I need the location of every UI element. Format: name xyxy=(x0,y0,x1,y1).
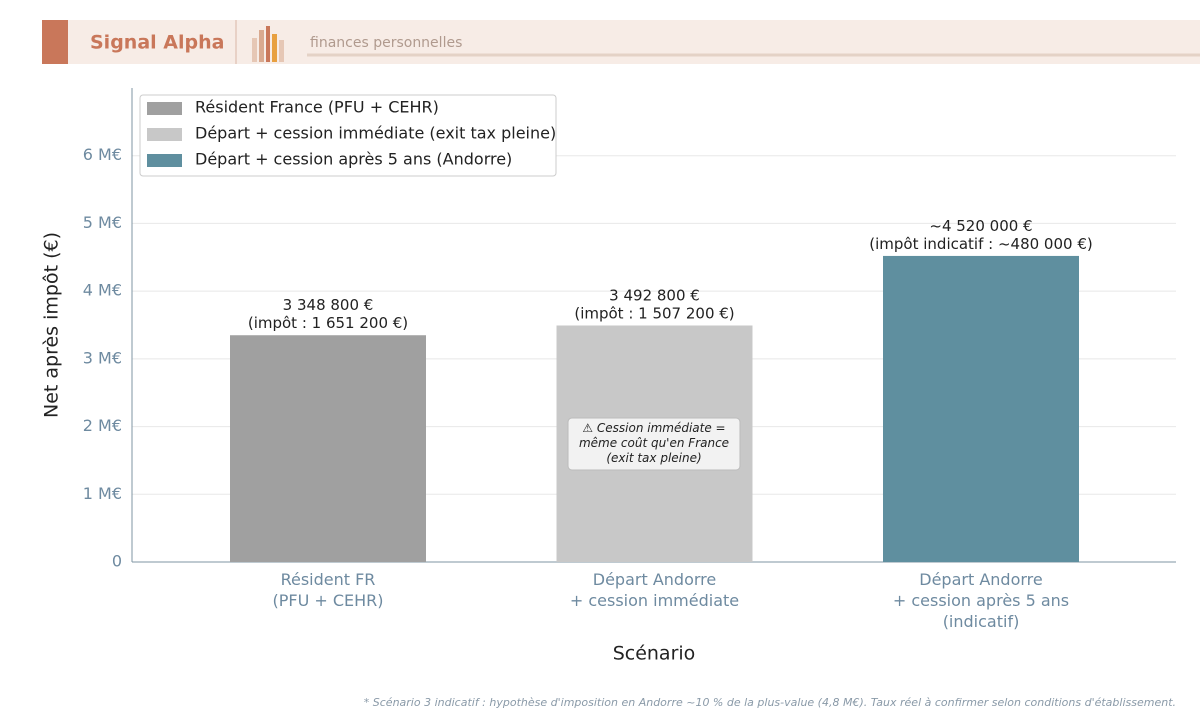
legend-swatch xyxy=(147,154,182,167)
x-axis-label: Scénario xyxy=(613,643,696,665)
legend-swatch xyxy=(147,102,182,115)
y-tick-label: 0 xyxy=(112,552,122,571)
y-axis-label: Net après impôt (€) xyxy=(41,232,63,418)
header-accent xyxy=(42,20,68,64)
y-tick-label: 5 M€ xyxy=(83,213,122,232)
legend-label: Résident France (PFU + CEHR) xyxy=(195,98,439,117)
legend-swatch xyxy=(147,128,182,141)
x-tick-label: Départ Andorre + cession immédiate xyxy=(570,570,739,610)
header-band xyxy=(42,20,1200,64)
header-icon xyxy=(252,26,284,62)
value-label: ~4 520 000 € (impôt indicatif : ~480 000 … xyxy=(869,216,1092,252)
annotation: ⚠ Cession immédiate = même coût qu'en Fra… xyxy=(579,421,729,465)
bar xyxy=(230,335,426,562)
y-tick-label: 4 M€ xyxy=(83,281,122,300)
header-subtitle: finances personnelles xyxy=(310,35,462,51)
y-tick-label: 6 M€ xyxy=(83,145,122,164)
y-tick-label: 1 M€ xyxy=(83,484,122,503)
y-tick-label: 3 M€ xyxy=(83,348,122,367)
legend-box xyxy=(139,94,557,177)
x-tick-label: Résident FR (PFU + CEHR) xyxy=(272,570,383,610)
legend-label: Départ + cession immédiate (exit tax ple… xyxy=(195,124,556,143)
footnote: * Scénario 3 indicatif : hypothèse d'imp… xyxy=(364,696,1176,709)
header-title: Signal Alpha xyxy=(90,32,224,54)
y-tick-label: 2 M€ xyxy=(83,416,122,435)
value-label: 3 348 800 € (impôt : 1 651 200 €) xyxy=(248,296,408,332)
legend-label: Départ + cession après 5 ans (Andorre) xyxy=(195,150,512,169)
annotation-box xyxy=(567,417,741,471)
value-label: 3 492 800 € (impôt : 1 507 200 €) xyxy=(574,286,734,322)
x-tick-label: Départ Andorre + cession après 5 ans (indi… xyxy=(893,570,1069,631)
bar xyxy=(883,255,1079,562)
